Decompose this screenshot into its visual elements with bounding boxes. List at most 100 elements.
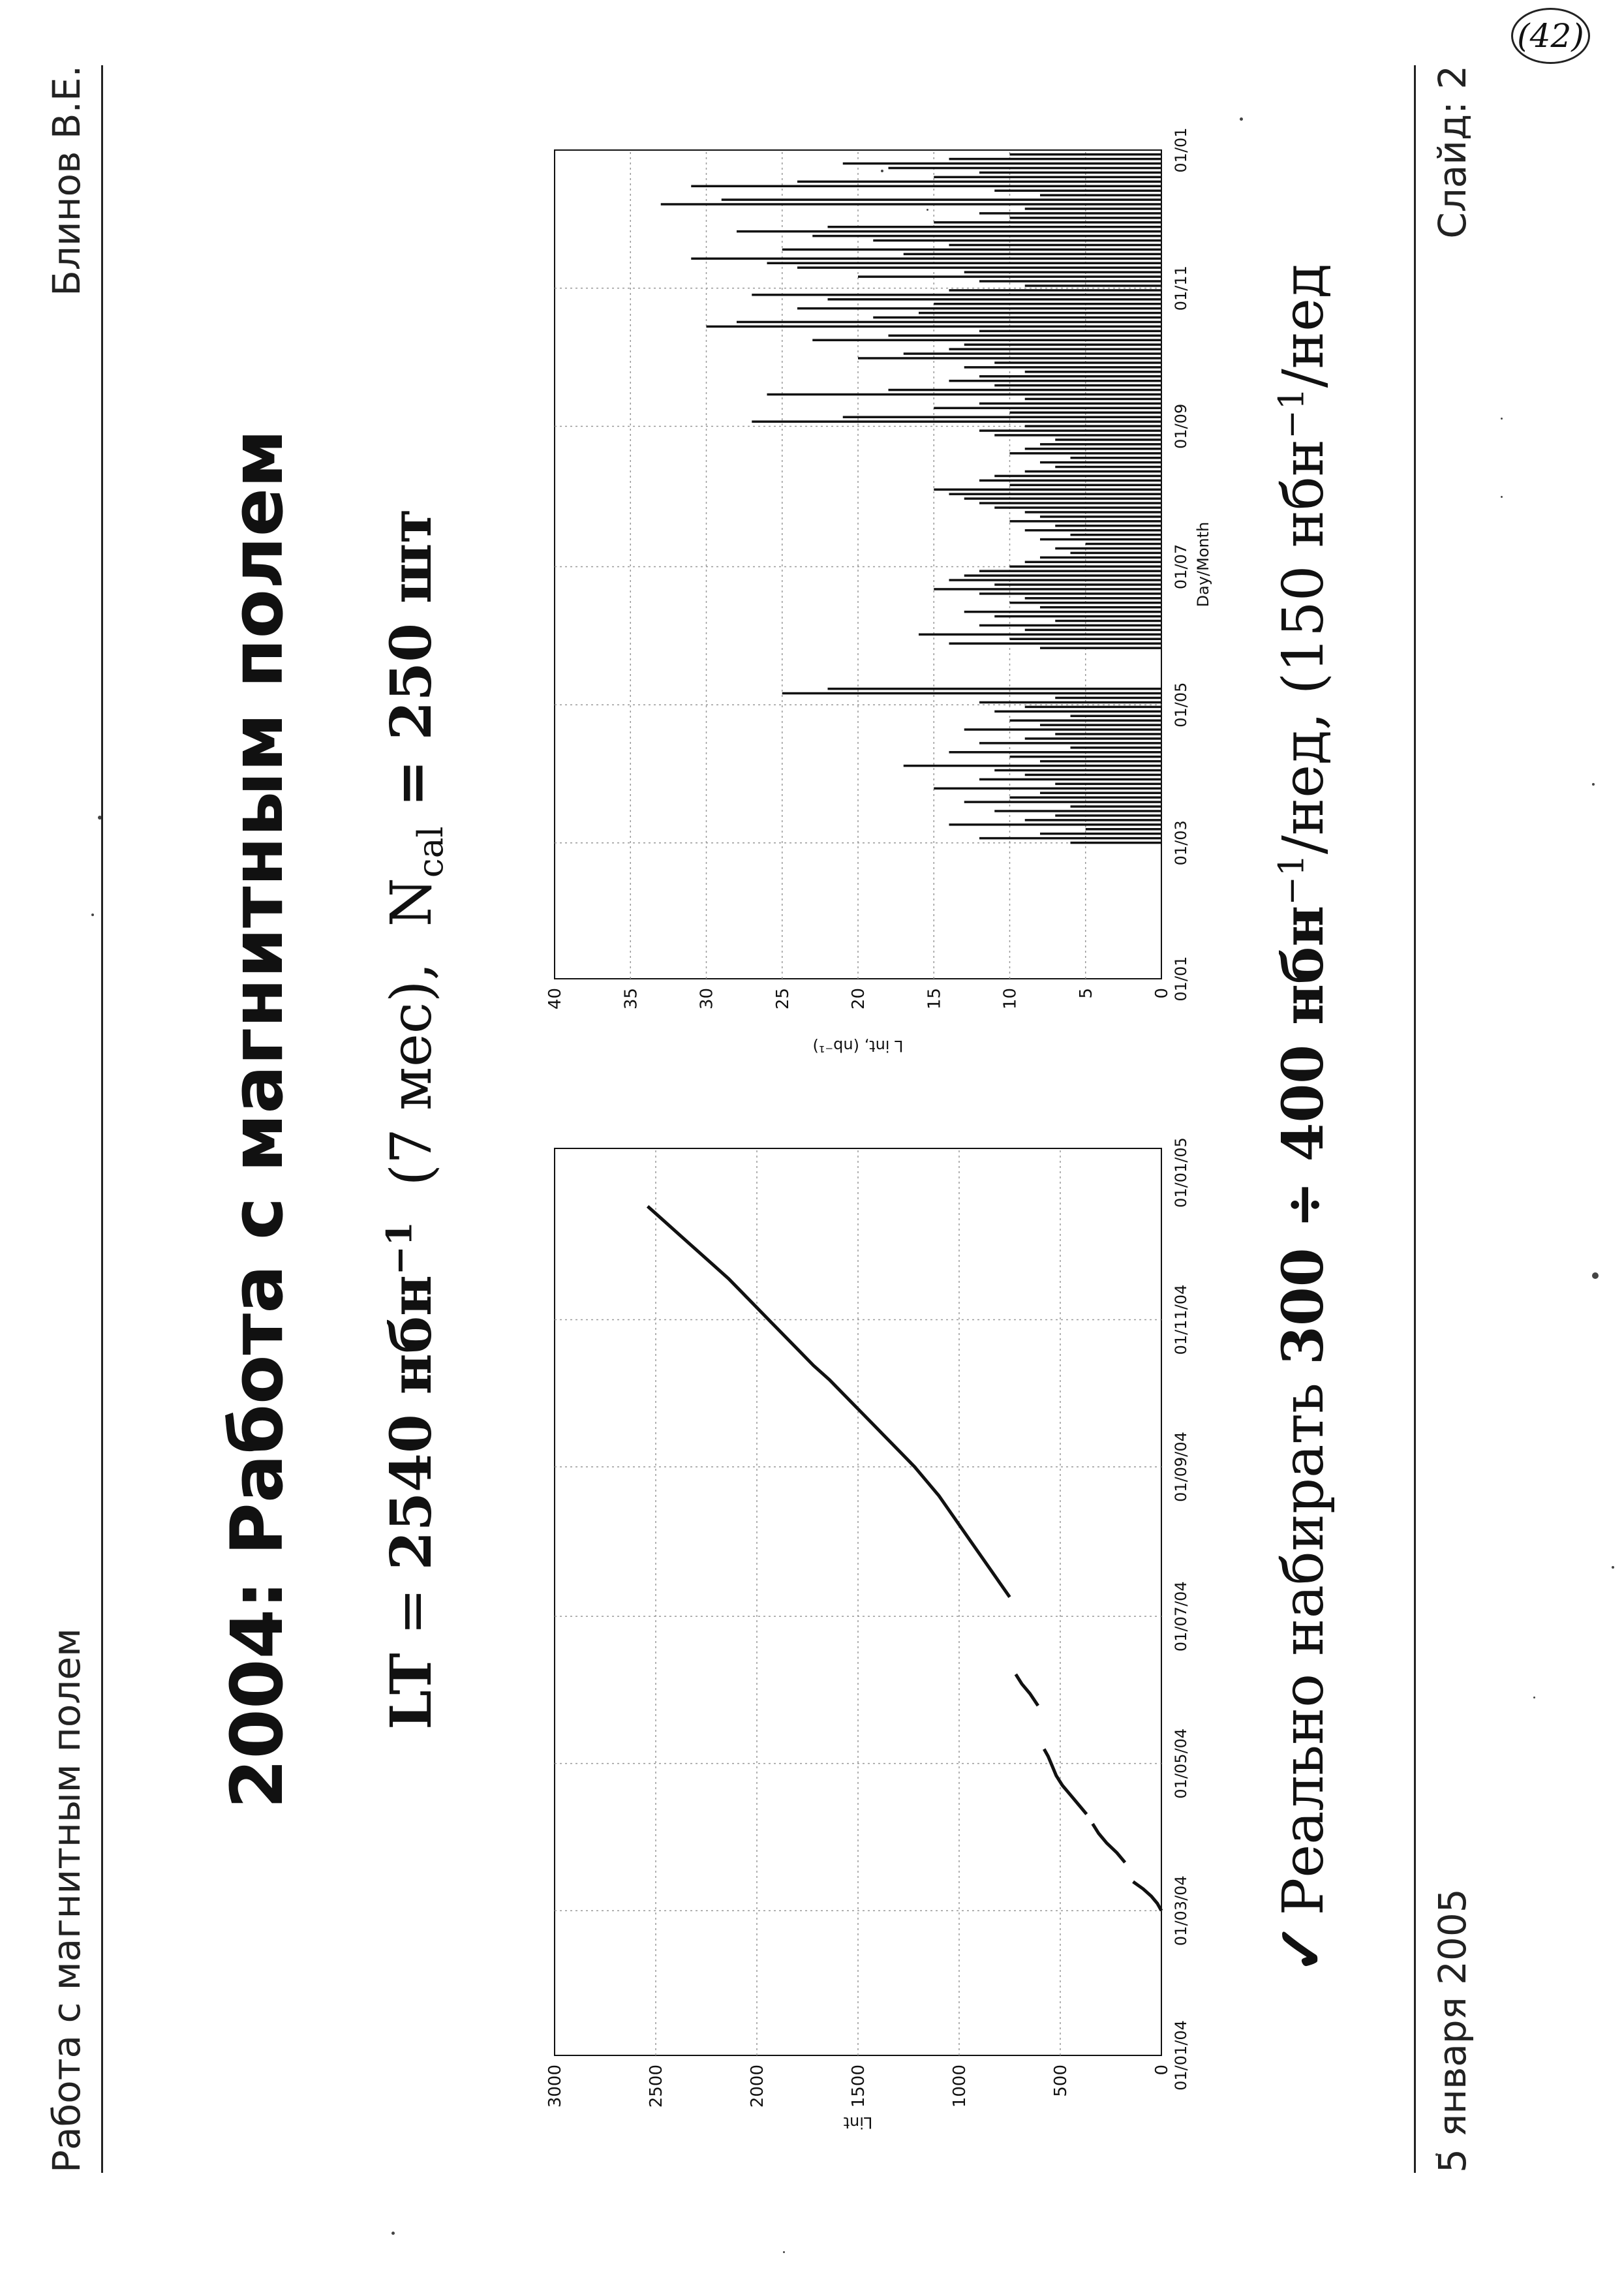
- luminosity-bar: [994, 506, 1161, 509]
- x-tick-label: 01/01: [1172, 956, 1190, 1001]
- x-tick-label: 01/07/04: [1172, 1581, 1190, 1651]
- x-tick-label: 01/11: [1172, 266, 1190, 311]
- luminosity-bar: [1024, 597, 1161, 600]
- luminosity-bar: [994, 474, 1161, 478]
- lt-value: 2540 нбн: [378, 1274, 444, 1571]
- luminosity-bar: [979, 570, 1161, 572]
- luminosity-bar: [934, 302, 1161, 305]
- luminosity-bar: [949, 379, 1161, 382]
- header-divider: [101, 65, 103, 2173]
- luminosity-bar: [827, 298, 1161, 301]
- luminosity-bar: [1009, 411, 1161, 414]
- scan-speck: [391, 2232, 395, 2235]
- ncal-value: = 250 шт: [378, 508, 444, 827]
- chart-integrated-luminosity: 0 500 1000 1500 2000 2500 3000 01/01/04 01/03/04…: [535, 1122, 1227, 2140]
- luminosity-bar: [949, 157, 1161, 161]
- luminosity-bar: [873, 316, 1161, 319]
- luminosity-bar: [1070, 533, 1161, 536]
- luminosity-bar: [1040, 791, 1161, 794]
- luminosity-bar: [903, 352, 1161, 355]
- luminosity-bar: [1009, 565, 1161, 568]
- y-tick-label: 0: [1152, 988, 1172, 999]
- luminosity-bar: [994, 710, 1161, 713]
- luminosity-bar: [721, 198, 1161, 201]
- luminosity-bar: [979, 280, 1161, 283]
- luminosity-bar: [949, 289, 1161, 292]
- luminosity-bar: [994, 583, 1161, 586]
- luminosity-bar: [1070, 456, 1161, 459]
- series-line-segment: [1091, 1822, 1127, 1864]
- luminosity-bar: [827, 225, 1161, 228]
- lt-label: LT: [378, 1653, 444, 1730]
- luminosity-bar: [964, 366, 1161, 369]
- luminosity-bar: [1040, 461, 1161, 464]
- slide: Работа с магнитным полем Блинов В.Е. 200…: [26, 65, 1546, 2173]
- luminosity-bar: [691, 257, 1161, 260]
- luminosity-bar: [812, 339, 1161, 341]
- scan-speck: [91, 914, 94, 916]
- conclusion-text-3: /нед: [1271, 264, 1336, 388]
- conclusion-text-2: /нед, (150 нбн: [1271, 438, 1336, 855]
- x-tick-label: 01/01/05: [1172, 1137, 1190, 1208]
- page-number: (42): [1511, 8, 1590, 64]
- y-tick-label: 500: [1051, 2065, 1071, 2097]
- luminosity-bar: [1055, 465, 1161, 469]
- x-tick-label: 01/09: [1172, 404, 1190, 449]
- ncal-label: N: [379, 878, 444, 927]
- conclusion-exp-1: −1: [1271, 854, 1312, 906]
- luminosity-bar: [1024, 470, 1161, 473]
- luminosity-bar: [1055, 696, 1161, 699]
- luminosity-bar: [949, 348, 1161, 350]
- luminosity-bar: [949, 823, 1161, 826]
- luminosity-bar: [903, 764, 1161, 767]
- luminosity-bar: [979, 429, 1161, 432]
- luminosity-bar: [1024, 284, 1161, 287]
- summary-formula: LT = 2540 нбн−1 (7 мес), Ncal = 250 шт: [378, 65, 451, 2173]
- luminosity-bar: [1070, 746, 1161, 749]
- luminosity-bar: [1040, 556, 1161, 559]
- x-tick-label: 01/01/04: [1172, 2020, 1190, 2091]
- luminosity-bar: [1055, 814, 1161, 817]
- header-section-title: Работа с магнитным полем: [44, 1628, 89, 2173]
- luminosity-bar: [1024, 773, 1161, 776]
- luminosity-bar: [1070, 841, 1161, 844]
- luminosity-bar: [1009, 452, 1161, 455]
- luminosity-bar: [1040, 443, 1161, 446]
- series-line-segment: [646, 1205, 1011, 1599]
- luminosity-bar: [979, 701, 1161, 704]
- slide-title: 2004: Работа с магнитным полем: [215, 429, 299, 1809]
- x-axis-label: Day/Month: [1194, 522, 1212, 607]
- luminosity-bar: [1009, 719, 1161, 722]
- luminosity-bar: [1009, 217, 1161, 219]
- x-tick-label: 01/03/04: [1172, 1875, 1190, 1946]
- luminosity-bar: [1024, 529, 1161, 532]
- formula-eq: =: [379, 1570, 444, 1653]
- luminosity-bar: [888, 166, 1161, 170]
- luminosity-bar: [964, 271, 1161, 273]
- scan-speck: [881, 170, 883, 172]
- luminosity-bar: [1024, 425, 1161, 427]
- luminosity-bar: [1055, 525, 1161, 527]
- luminosity-bar: [888, 334, 1161, 337]
- series-line-segment: [1014, 1673, 1039, 1707]
- luminosity-bar: [1040, 760, 1161, 763]
- luminosity-bar: [964, 343, 1161, 346]
- y-tick-label: 0: [1152, 2065, 1172, 2076]
- header-author: Блинов В.Е.: [44, 65, 89, 296]
- luminosity-bar: [1070, 805, 1161, 808]
- luminosity-bar: [752, 294, 1161, 296]
- luminosity-bar: [1055, 782, 1161, 786]
- luminosity-bar: [1040, 724, 1161, 726]
- luminosity-bar: [994, 384, 1161, 387]
- luminosity-bar: [1024, 448, 1161, 450]
- luminosity-bar: [812, 234, 1161, 238]
- y-tick-label: 35: [621, 988, 641, 1009]
- series-line-segment: [1043, 1748, 1088, 1815]
- luminosity-bar: [737, 320, 1161, 324]
- luminosity-bar: [1024, 207, 1161, 210]
- luminosity-bar: [858, 275, 1161, 278]
- luminosity-bar: [934, 407, 1161, 410]
- luminosity-bar: [1040, 647, 1161, 649]
- luminosity-bar: [979, 778, 1161, 781]
- scan-speck: [1501, 496, 1503, 498]
